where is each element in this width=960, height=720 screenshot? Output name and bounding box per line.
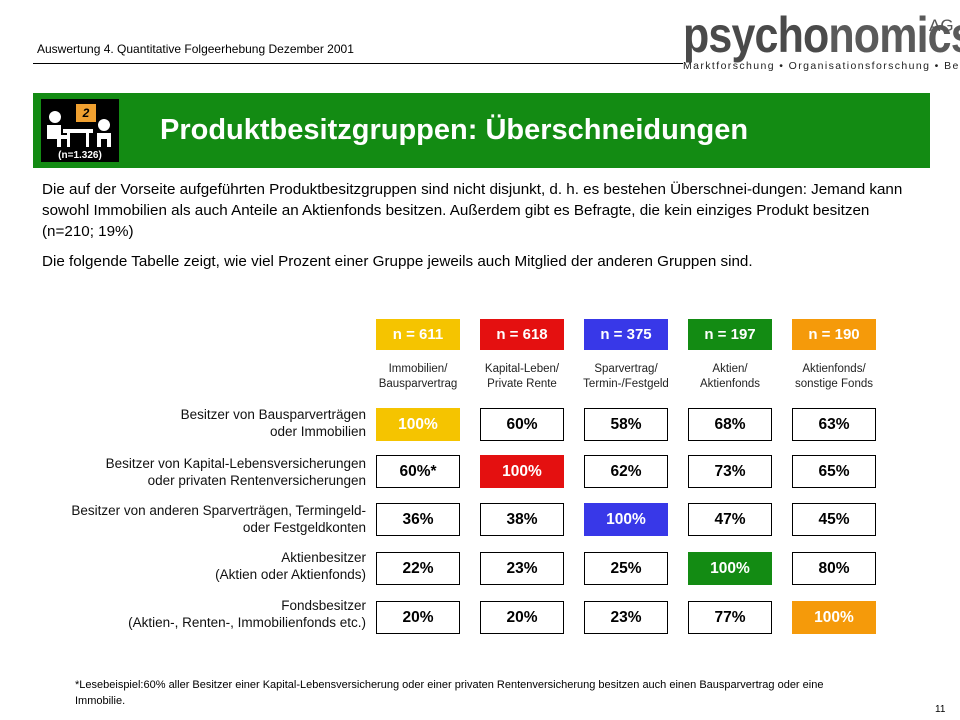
table-cell: 100%: [584, 503, 668, 536]
table-cell: 22%: [376, 552, 460, 585]
table-cell: 38%: [480, 503, 564, 536]
row-label: Besitzer von anderen Sparverträgen, Term…: [6, 502, 366, 536]
row-label-line: (Aktien oder Aktienfonds): [215, 567, 366, 582]
table-cell: 60%: [480, 408, 564, 441]
table-cell: 20%: [376, 601, 460, 634]
title-banner: [33, 93, 930, 168]
column-sample-size: n = 190: [792, 319, 876, 350]
table-cell: 23%: [584, 601, 668, 634]
column-label-line: Termin-/Festgeld: [583, 378, 669, 390]
page-number: 11: [935, 704, 946, 715]
survey-title: Auswertung 4. Quantitative Folgeerhebung…: [37, 42, 354, 56]
table-cell: 65%: [792, 455, 876, 488]
table-cell: 47%: [688, 503, 772, 536]
column-label: Sparvertrag/Termin-/Festgeld: [574, 362, 678, 392]
presentation-icon: [47, 111, 111, 147]
row-label-line: oder privaten Rentenversicherungen: [147, 473, 366, 488]
table-cell: 20%: [480, 601, 564, 634]
table-cell: 73%: [688, 455, 772, 488]
column-label-line: Private Rente: [487, 378, 557, 390]
logo-tagline: Marktforschung • Organisationsforschung …: [683, 60, 960, 72]
table-cell: 58%: [584, 408, 668, 441]
row-label: Fondsbesitzer (Aktien-, Renten-, Immobili…: [6, 597, 366, 631]
column-label-line: Bausparvertrag: [378, 378, 458, 390]
intro-paragraph-2: Die folgende Tabelle zeigt, wie viel Pro…: [42, 253, 753, 270]
row-label-line: oder Festgeldkonten: [242, 520, 366, 535]
row-label-line: Fondsbesitzer: [281, 598, 366, 613]
column-label-line: Aktienfonds: [699, 378, 761, 390]
column-label: Aktien/Aktienfonds: [678, 362, 782, 392]
column-label-line: Sparvertrag/: [594, 363, 658, 375]
table-cell: 60%*: [376, 455, 460, 488]
column-sample-size: n = 611: [376, 319, 460, 350]
table-cell: 80%: [792, 552, 876, 585]
column-sample-size: n = 618: [480, 319, 564, 350]
page-title: Produktbesitzgruppen: Überschneidungen: [160, 114, 749, 146]
column-label-line: Aktien/: [712, 363, 748, 375]
table-cell: 63%: [792, 408, 876, 441]
logo-text-a: psycho: [683, 7, 829, 63]
table-cell: 62%: [584, 455, 668, 488]
table-cell: 45%: [792, 503, 876, 536]
column-label: Kapital-Leben/Private Rente: [470, 362, 574, 392]
badge-number: 2: [76, 104, 96, 122]
badge-sample-size: (n=1.326): [58, 150, 102, 161]
column-label: Aktienfonds/sonstige Fonds: [782, 362, 886, 392]
company-logo: psychonomics: [683, 10, 960, 60]
table-cell: 68%: [688, 408, 772, 441]
row-label-line: oder Immobilien: [269, 424, 366, 439]
table-cell: 23%: [480, 552, 564, 585]
row-label-line: Aktienbesitzer: [281, 550, 366, 565]
row-label-line: Besitzer von Bausparverträgen: [180, 407, 366, 422]
table-cell: 100%: [792, 601, 876, 634]
column-label-line: sonstige Fonds: [795, 378, 873, 390]
table-cell: 100%: [376, 408, 460, 441]
table-cell: 25%: [584, 552, 668, 585]
column-label-line: Immobilien/: [388, 363, 448, 375]
table-cell: 100%: [688, 552, 772, 585]
row-label: Besitzer von Bausparverträgen oder Immobi…: [6, 406, 366, 440]
table-cell: 36%: [376, 503, 460, 536]
header-divider: [33, 63, 683, 64]
row-label-line: Besitzer von anderen Sparverträgen, Term…: [71, 503, 366, 518]
logo-text-b: nomics: [828, 7, 960, 63]
column-sample-size: n = 197: [688, 319, 772, 350]
column-label: Immobilien/Bausparvertrag: [366, 362, 470, 392]
logo-suffix: AG: [929, 16, 954, 35]
column-label-line: Aktienfonds/: [802, 363, 866, 375]
row-label: Aktienbesitzer (Aktien oder Aktienfonds): [6, 549, 366, 583]
section-badge: [41, 99, 119, 162]
row-label-line: (Aktien-, Renten-, Immobilienfonds etc.): [128, 615, 366, 630]
footnote: *Lesebeispiel:60% aller Besitzer einer K…: [75, 679, 824, 707]
column-sample-size: n = 375: [584, 319, 668, 350]
column-label-line: Kapital-Leben/: [484, 363, 560, 375]
intro-text: Die auf der Vorseite aufgeführten Produk…: [42, 179, 922, 272]
intro-paragraph-1: Die auf der Vorseite aufgeführten Produk…: [42, 181, 903, 240]
table-cell: 77%: [688, 601, 772, 634]
table-cell: 100%: [480, 455, 564, 488]
row-label-line: Besitzer von Kapital-Lebensversicherunge…: [105, 456, 366, 471]
row-label: Besitzer von Kapital-Lebensversicherunge…: [6, 455, 366, 489]
